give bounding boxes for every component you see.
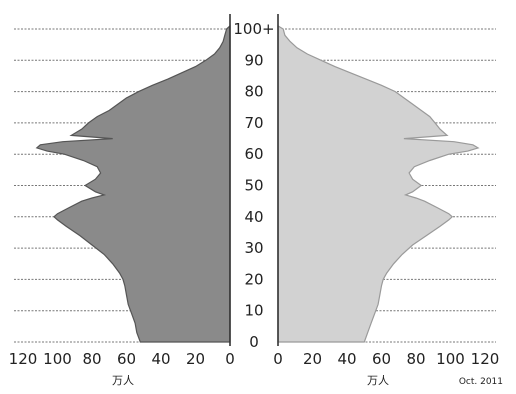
age-tick-label: 100+ [233, 20, 274, 38]
right-x-tick-label: 20 [303, 350, 322, 368]
right-x-tick-label: 40 [337, 350, 356, 368]
age-tick-label: 90 [244, 51, 263, 69]
left-population-area [35, 24, 231, 343]
age-tick-label: 70 [244, 114, 263, 132]
right-x-tick-labels: 0 20 40 60 80 100 120 [273, 350, 499, 368]
age-tick-label: 50 [244, 177, 263, 195]
left-x-tick-label: 40 [151, 350, 170, 368]
right-x-tick-label: 120 [471, 350, 500, 368]
age-tick-label: 0 [249, 333, 259, 351]
right-x-tick-label: 100 [436, 350, 465, 368]
left-unit-label: 万人 [112, 374, 134, 387]
right-unit-label: 万人 [367, 374, 389, 387]
left-x-tick-label: 0 [225, 350, 235, 368]
date-note: Oct. 2011 [459, 377, 503, 387]
right-population-area [277, 24, 480, 343]
right-x-tick-label: 80 [406, 350, 425, 368]
age-tick-labels: 0 10 20 30 40 50 60 70 80 90 100+ [233, 20, 274, 351]
right-x-tick-label: 0 [273, 350, 283, 368]
left-x-tick-label: 80 [82, 350, 101, 368]
left-x-tick-label: 20 [186, 350, 205, 368]
age-tick-label: 10 [244, 302, 263, 320]
age-tick-label: 20 [244, 270, 263, 288]
right-x-tick-label: 60 [372, 350, 391, 368]
age-tick-label: 60 [244, 145, 263, 163]
left-x-tick-labels: 120 100 80 60 40 20 0 [9, 350, 235, 368]
age-tick-label: 30 [244, 239, 263, 257]
age-tick-label: 80 [244, 83, 263, 101]
left-x-tick-label: 60 [117, 350, 136, 368]
left-x-tick-label: 120 [9, 350, 38, 368]
age-tick-label: 40 [244, 208, 263, 226]
left-x-tick-label: 100 [43, 350, 72, 368]
